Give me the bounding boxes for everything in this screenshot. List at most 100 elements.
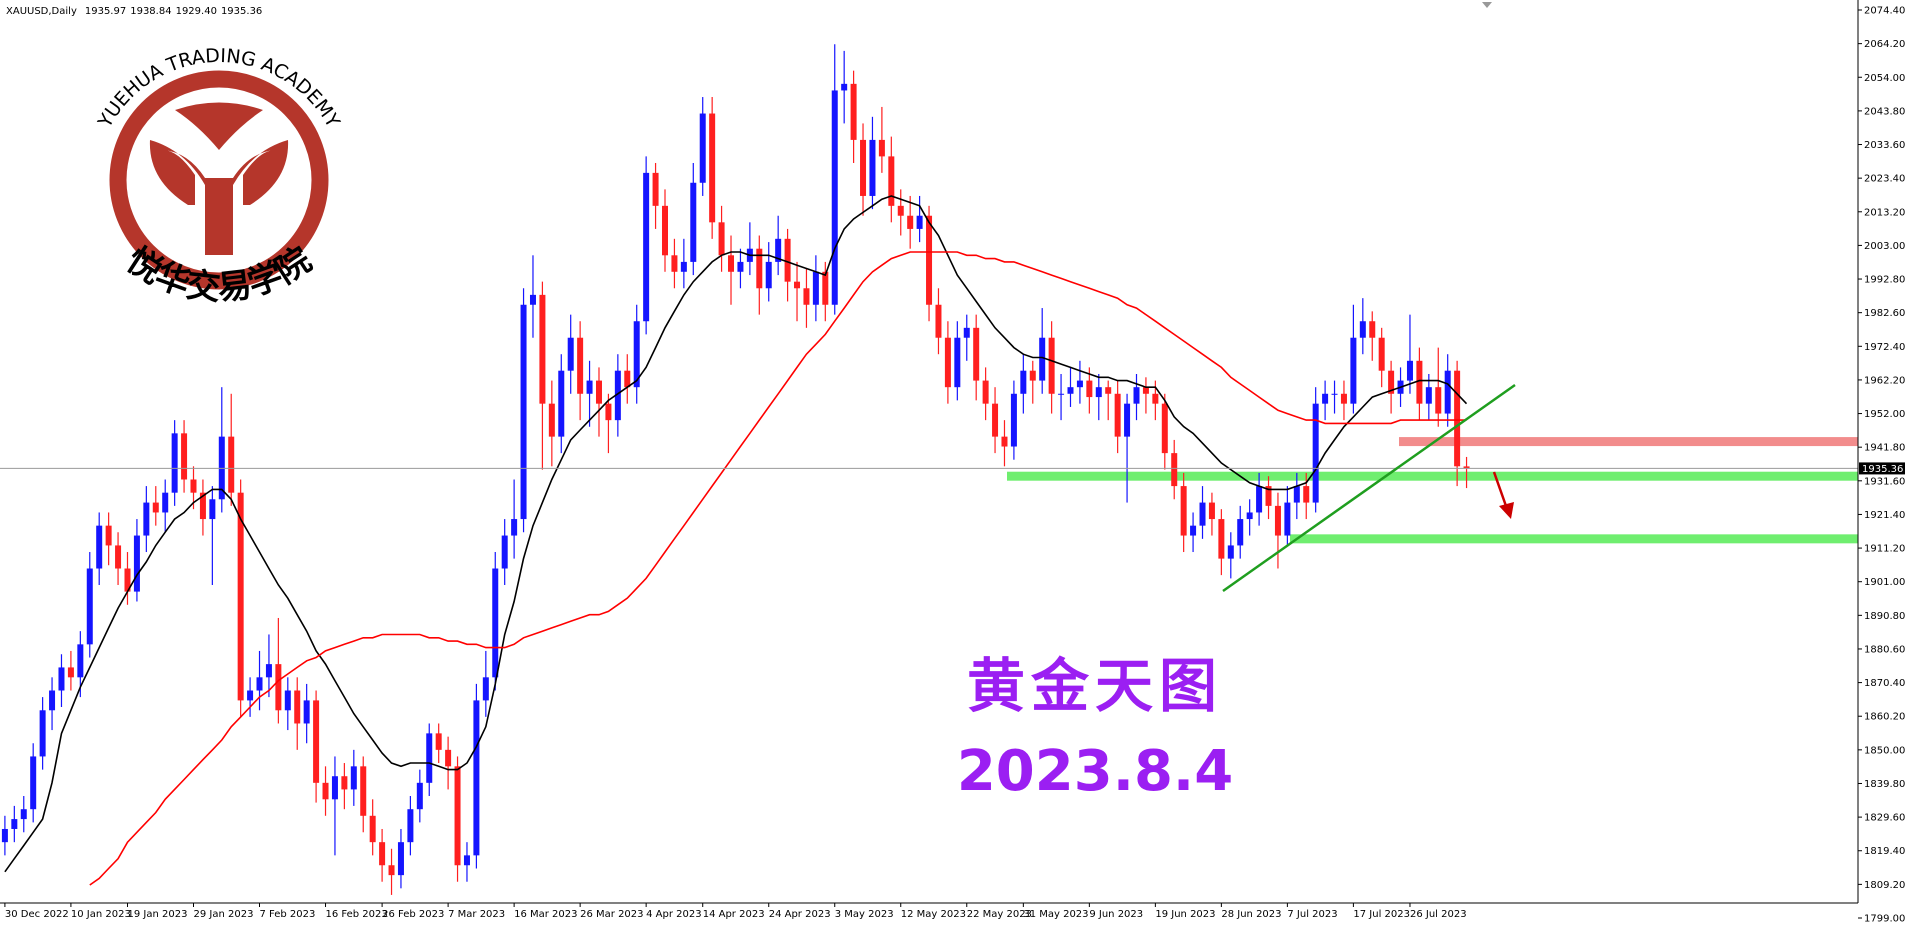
candle-body (954, 337, 961, 388)
x-tick-label: 10 Jan 2023 (71, 909, 131, 920)
candle-body (1124, 403, 1131, 437)
y-tick-label: 1819.40 (1864, 846, 1905, 857)
candle-body (1, 828, 8, 843)
candle-body (595, 380, 602, 404)
ohlc-value: 1935.36 (221, 6, 262, 17)
candle-body (322, 782, 329, 800)
candle-body (1086, 380, 1093, 398)
x-tick-label: 19 Jan 2023 (127, 909, 187, 920)
candle-body (878, 139, 885, 157)
y-tick-label: 1992.80 (1864, 275, 1905, 286)
candle-body (501, 535, 508, 569)
candle-body (1284, 502, 1291, 536)
y-tick-label: 1880.60 (1864, 644, 1905, 655)
candle-body (1378, 337, 1385, 371)
candle-body (1208, 502, 1215, 520)
candle-body (294, 690, 301, 724)
y-tick-label: 1972.40 (1864, 342, 1905, 353)
logo-mark (175, 102, 263, 150)
candle-body (397, 842, 404, 876)
candle-body (237, 492, 244, 701)
candle-body (379, 842, 386, 866)
candle-body (482, 677, 489, 701)
candle-body (662, 205, 668, 256)
candle-body (388, 865, 395, 876)
candle-body (1322, 393, 1329, 404)
candle-body (822, 271, 829, 305)
y-tick-label: 1850.00 (1864, 745, 1905, 756)
candle-body (558, 370, 565, 437)
candle-body (105, 525, 112, 546)
arrow-head (1499, 502, 1514, 519)
y-tick-label: 2023.40 (1864, 174, 1905, 185)
x-tick-label: 31 May 2023 (1023, 909, 1088, 920)
candle-body (935, 304, 942, 338)
candle-body (1274, 505, 1281, 536)
candle-body (699, 113, 706, 183)
candle-body (643, 172, 650, 322)
candle-body (1454, 370, 1461, 467)
candle-body (992, 403, 999, 437)
candle-body (1048, 337, 1055, 394)
candle-body (614, 370, 621, 421)
candle-body (20, 809, 27, 820)
candle-body (162, 492, 169, 513)
candle-body (963, 327, 970, 338)
candle-body (1076, 380, 1083, 388)
y-tick-label: 1870.40 (1864, 678, 1905, 689)
candle-body (756, 248, 763, 289)
candle-body (1237, 519, 1244, 546)
candle-body (1039, 337, 1046, 381)
candle-body (765, 261, 772, 289)
candle-body (907, 215, 914, 229)
candle-body (1095, 387, 1102, 398)
candle-body (435, 733, 442, 750)
candle-body (718, 222, 725, 256)
x-tick-label: 16 Feb 2023 (326, 909, 388, 920)
candle-body (1463, 466, 1470, 469)
price-zone (1290, 534, 1858, 544)
x-tick-label: 3 May 2023 (835, 909, 894, 920)
x-tick-label: 16 Mar 2023 (514, 909, 577, 920)
candle-body (775, 238, 782, 262)
y-tick-label: 1901.00 (1864, 577, 1905, 588)
candle-body (181, 433, 188, 480)
candle-body (1161, 403, 1168, 454)
candle-body (313, 700, 320, 783)
candle-body (1388, 370, 1395, 394)
candle-body (841, 83, 848, 91)
candle-body (463, 855, 470, 866)
y-tick-label: 1799.00 (1864, 914, 1905, 925)
candle-body (341, 776, 348, 790)
candle-body (331, 776, 338, 800)
candle-body (96, 525, 103, 569)
candle-body (850, 83, 857, 140)
candle-body (49, 690, 56, 711)
candle-body (812, 271, 819, 305)
logo-ring (109, 70, 329, 290)
candle-body (680, 261, 687, 272)
candle-body (944, 337, 951, 388)
x-tick-label: 22 May 2023 (967, 909, 1032, 920)
candle-body (473, 700, 480, 856)
x-tick-label: 7 Feb 2023 (260, 909, 316, 920)
candle-body (605, 403, 612, 421)
candle-body (586, 380, 593, 394)
candle-body (58, 667, 65, 691)
candle-body (1114, 393, 1121, 437)
y-tick-label: 1860.20 (1864, 712, 1905, 723)
candle-body (1171, 453, 1178, 487)
candle-body (831, 90, 838, 305)
candle-body (1190, 525, 1197, 536)
moving-average (4, 195, 1468, 873)
candles (1, 44, 1470, 895)
ohlc-value: 1938.84 (130, 6, 171, 17)
candle-body (548, 403, 555, 437)
symbol: XAUUSD,Daily (6, 6, 77, 17)
axes: 2074.40 2064.20 2054.00 2043.80 2033.60 2023.… (4, 6, 1905, 925)
x-tick-label: 29 Jan 2023 (194, 909, 254, 920)
candle-body (529, 294, 536, 305)
candle-body (190, 479, 197, 493)
